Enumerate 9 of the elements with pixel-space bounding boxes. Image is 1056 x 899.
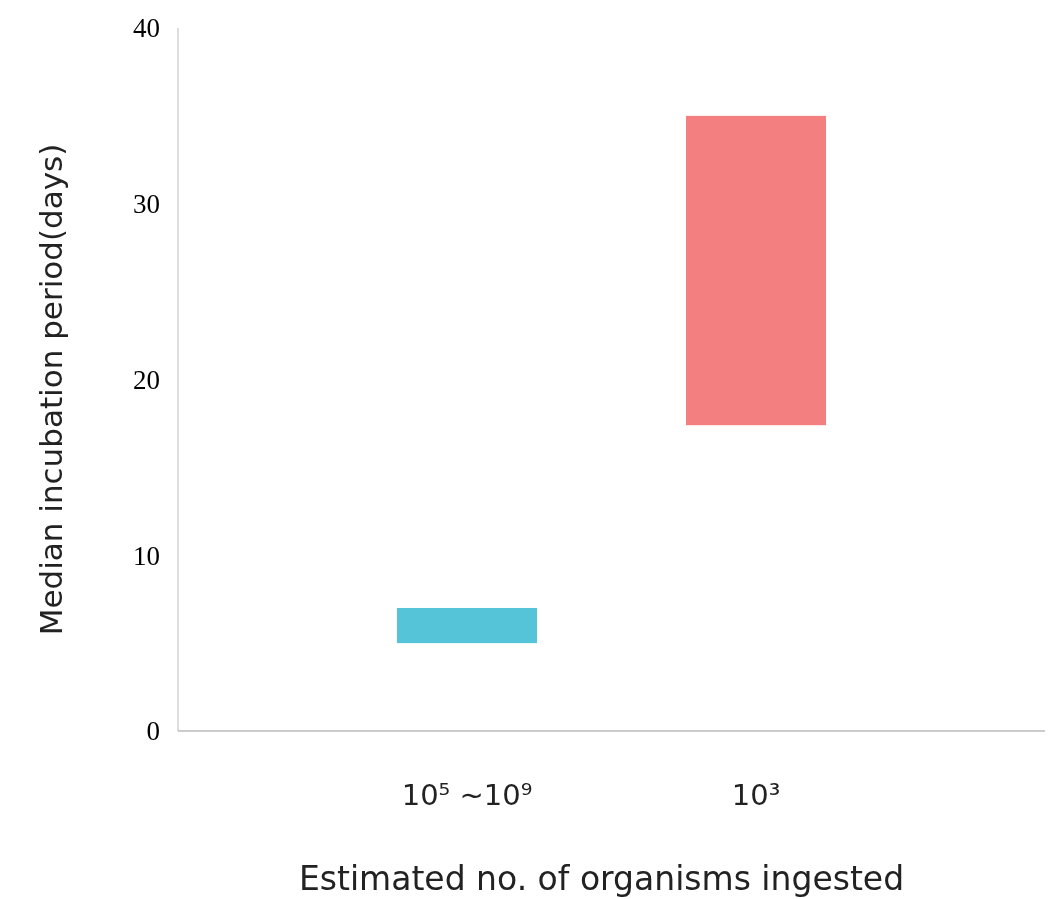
x-tick-label: 10⁵ ~10⁹	[401, 778, 533, 812]
y-tick-label: 10	[133, 540, 160, 571]
x-tick-label: 10³	[731, 778, 781, 812]
y-tick-label: 20	[133, 364, 160, 395]
y-tick-label: 0	[146, 716, 160, 747]
y-tick-label: 40	[133, 13, 160, 44]
x-axis-title: Estimated no. of organisms ingested	[298, 859, 905, 898]
y-tick-label: 30	[133, 189, 160, 220]
y-axis-title: Median incubation period(days)	[33, 143, 69, 636]
